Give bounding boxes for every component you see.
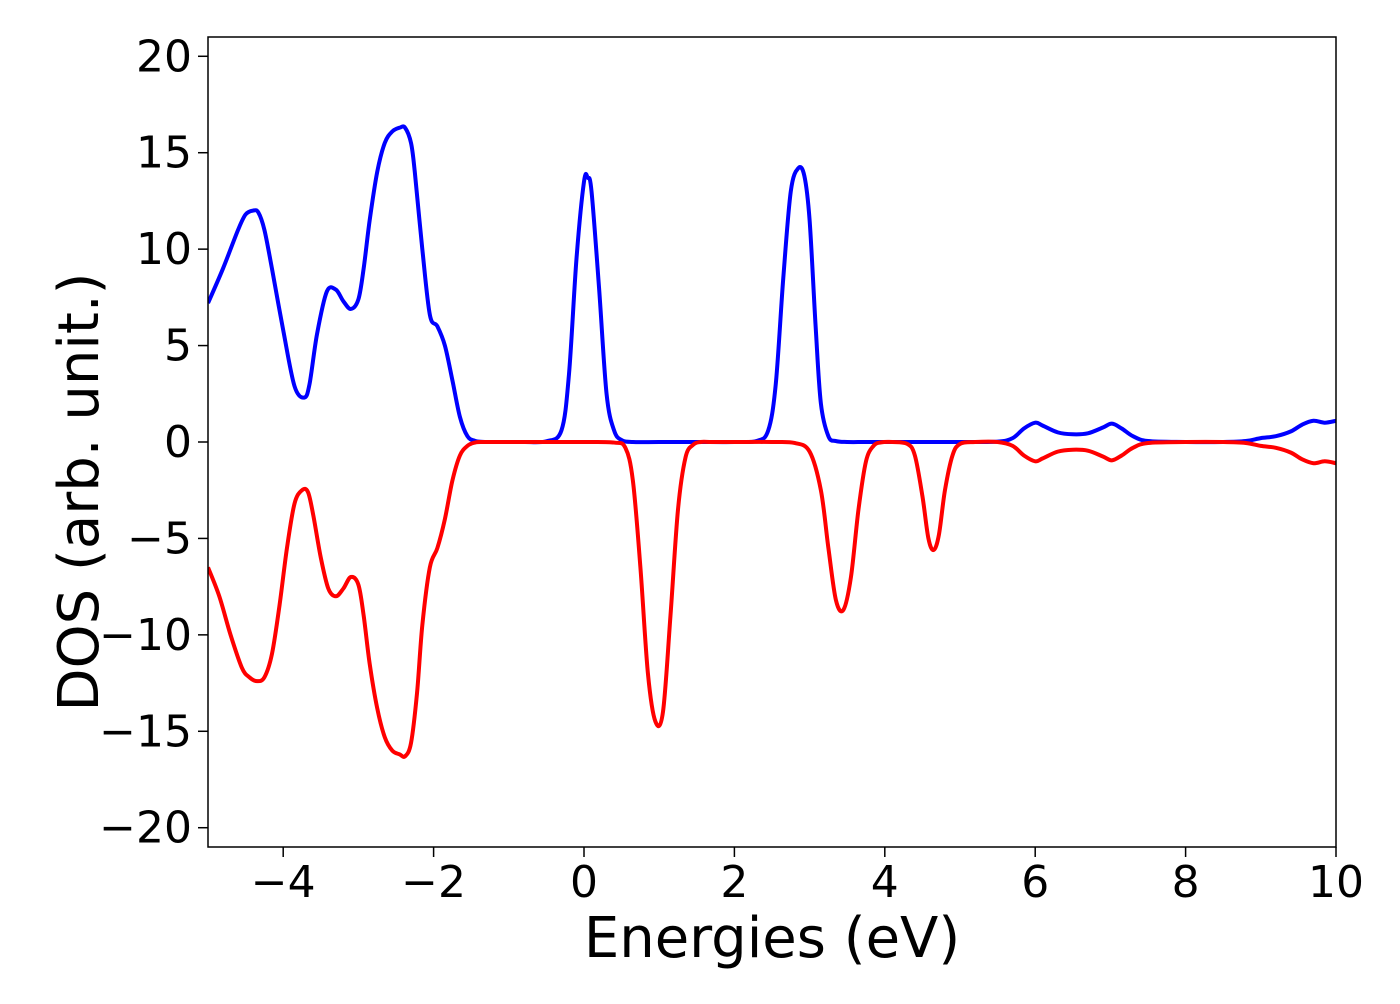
x-axis-ticks: −4 −2 0 2 4 6 8 10 bbox=[251, 847, 1364, 908]
x-axis-label: Energies (eV) bbox=[584, 906, 960, 971]
y-tick-label: 0 bbox=[164, 417, 192, 468]
y-tick-label: 20 bbox=[136, 31, 192, 82]
x-tick-label: −2 bbox=[401, 857, 466, 908]
y-axis-label: DOS (arb. unit.) bbox=[47, 272, 112, 711]
series-line-blue bbox=[208, 124, 1336, 445]
y-tick-label: −15 bbox=[99, 706, 192, 757]
x-tick-label: 10 bbox=[1308, 857, 1364, 908]
x-tick-label: 4 bbox=[871, 857, 899, 908]
y-tick-label: −10 bbox=[99, 610, 192, 661]
y-tick-label: 10 bbox=[136, 224, 192, 275]
x-tick-label: 0 bbox=[570, 857, 598, 908]
y-tick-label: 15 bbox=[136, 128, 192, 179]
x-tick-label: 6 bbox=[1021, 857, 1049, 908]
y-tick-label: 5 bbox=[164, 321, 192, 372]
series-layer bbox=[208, 124, 1336, 759]
x-tick-label: 8 bbox=[1172, 857, 1200, 908]
y-tick-label: −20 bbox=[99, 803, 192, 854]
x-tick-label: 2 bbox=[720, 857, 748, 908]
y-axis-ticks: 20 15 10 5 0 −5 −10 −15 −20 bbox=[99, 31, 208, 854]
x-tick-label: −4 bbox=[251, 857, 316, 908]
series-line-red bbox=[208, 439, 1336, 759]
y-tick-label: −5 bbox=[127, 513, 192, 564]
